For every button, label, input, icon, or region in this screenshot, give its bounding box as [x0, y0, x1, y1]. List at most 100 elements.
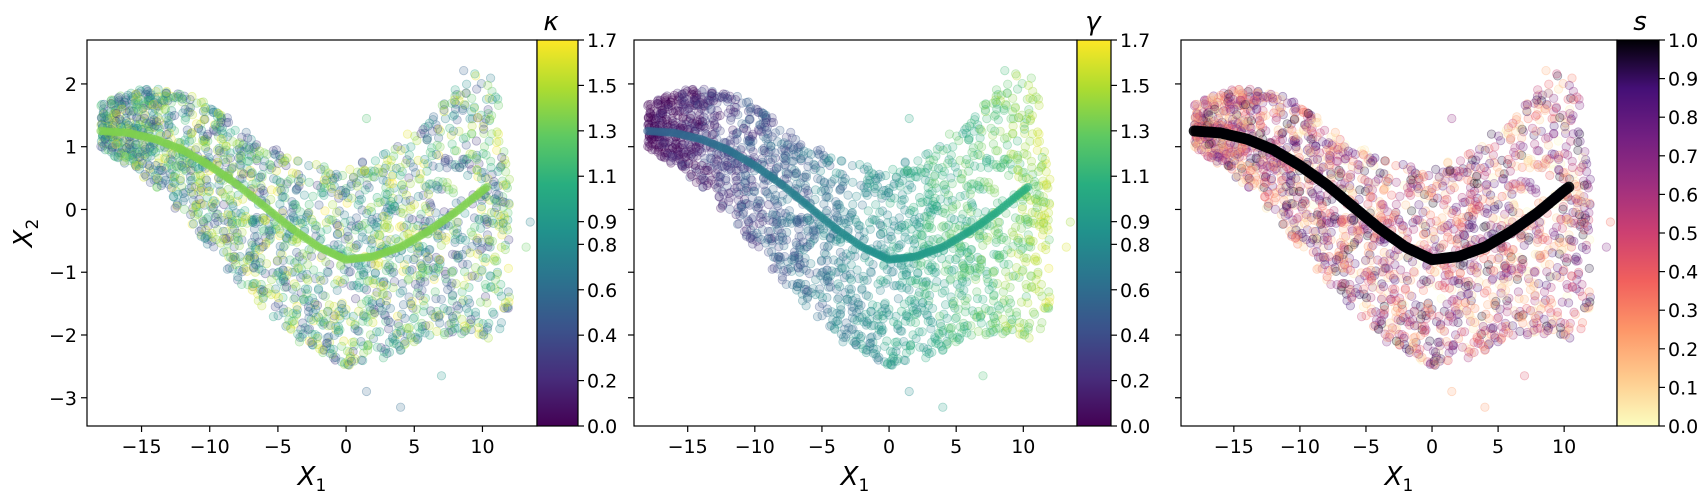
- scatter-point: [433, 255, 444, 265]
- scatter-point: [102, 107, 113, 117]
- scatter-point: [405, 298, 416, 309]
- scatter-point: [149, 97, 159, 108]
- scatter-point: [207, 199, 217, 209]
- scatter-point: [494, 136, 504, 146]
- scatter-point: [115, 150, 125, 160]
- scatter-point: [307, 329, 317, 339]
- scatter-point: [1041, 159, 1051, 169]
- scatter-point: [149, 144, 159, 154]
- scatter-point: [794, 278, 804, 288]
- scatter-point: [372, 192, 382, 203]
- scatter-point: [146, 151, 156, 161]
- scatter-point: [1010, 213, 1021, 223]
- scatter-point: [944, 220, 954, 230]
- scatter-point: [503, 303, 513, 313]
- scatter-point: [264, 221, 274, 231]
- scatter-point: [204, 186, 214, 196]
- scatter-point: [400, 158, 411, 168]
- scatter-point: [247, 169, 257, 179]
- scatter-point: [346, 356, 356, 366]
- scatter-point: [335, 228, 345, 238]
- scatter-point: [1011, 311, 1022, 321]
- scatter-point: [249, 142, 259, 152]
- scatter-point: [98, 108, 109, 118]
- scatter-point: [280, 156, 290, 166]
- scatter-point: [995, 304, 1005, 314]
- scatter-point: [131, 89, 141, 99]
- scatter-point: [991, 237, 1001, 247]
- scatter-point: [298, 249, 308, 259]
- scatter-point: [333, 322, 343, 332]
- scatter-point: [342, 198, 352, 208]
- scatter-point: [212, 153, 222, 164]
- scatter-point: [436, 294, 446, 304]
- scatter-point: [353, 239, 363, 249]
- scatter-point: [474, 159, 484, 169]
- scatter-point: [725, 193, 735, 203]
- scatter-point: [459, 66, 469, 76]
- scatter-point: [207, 105, 217, 115]
- scatter-point: [976, 162, 986, 172]
- scatter-point: [311, 160, 321, 170]
- scatter-point: [464, 282, 474, 292]
- scatter-point: [290, 258, 300, 268]
- scatter-point: [232, 196, 242, 206]
- scatter-point: [917, 239, 928, 249]
- scatter-point: [498, 197, 508, 207]
- scatter-point: [802, 213, 812, 223]
- scatter-point: [1017, 168, 1028, 178]
- scatter-point: [681, 147, 691, 157]
- scatter-point: [500, 213, 510, 223]
- scatter-point: [297, 332, 307, 342]
- scatter-point: [983, 178, 994, 188]
- scatter-point: [482, 230, 493, 240]
- scatter-point: [233, 215, 243, 225]
- scatter-point: [368, 171, 378, 182]
- scatter-point: [490, 194, 500, 204]
- scatter-point: [464, 319, 475, 329]
- scatter-point: [148, 119, 158, 130]
- scatter-point: [381, 280, 392, 290]
- scatter-point: [697, 116, 707, 126]
- scatter-point: [144, 163, 155, 173]
- scatter-point: [944, 323, 954, 333]
- scatter-point: [342, 226, 353, 237]
- scatter-point: [344, 267, 354, 277]
- scatter-point: [431, 120, 441, 130]
- scatter-point: [841, 329, 852, 339]
- scatter-point: [151, 116, 161, 126]
- scatter-point: [466, 129, 477, 139]
- scatter-point: [334, 306, 344, 317]
- scatter-point: [491, 196, 502, 206]
- scatter-point: [904, 113, 914, 124]
- scatter-point: [348, 280, 359, 291]
- scatter-point: [193, 123, 203, 133]
- scatter-point: [487, 307, 498, 317]
- scatter-point: [282, 153, 292, 163]
- scatter-point: [251, 178, 261, 188]
- scatter-point: [167, 171, 178, 181]
- scatter-point: [340, 358, 350, 368]
- scatter-point: [236, 160, 246, 170]
- scatter-point: [722, 93, 732, 103]
- scatter-point: [321, 315, 331, 325]
- scatter-point: [221, 157, 231, 167]
- scatter-point: [264, 225, 275, 235]
- scatter-point: [318, 316, 328, 327]
- scatter-point: [903, 218, 913, 228]
- scatter-point: [350, 225, 360, 235]
- scatter-point: [869, 181, 879, 191]
- scatter-point: [1010, 103, 1020, 113]
- scatter-point: [230, 255, 240, 265]
- scatter-point: [912, 172, 922, 182]
- scatter-point: [267, 225, 277, 235]
- scatter-point: [275, 199, 285, 209]
- scatter-point: [260, 216, 270, 226]
- scatter-point: [294, 337, 304, 347]
- scatter-point: [270, 150, 281, 160]
- scatter-point: [417, 324, 427, 334]
- scatter-point: [287, 168, 298, 178]
- scatter-point: [447, 327, 458, 337]
- scatter-point: [407, 215, 417, 225]
- scatter-point: [483, 105, 493, 115]
